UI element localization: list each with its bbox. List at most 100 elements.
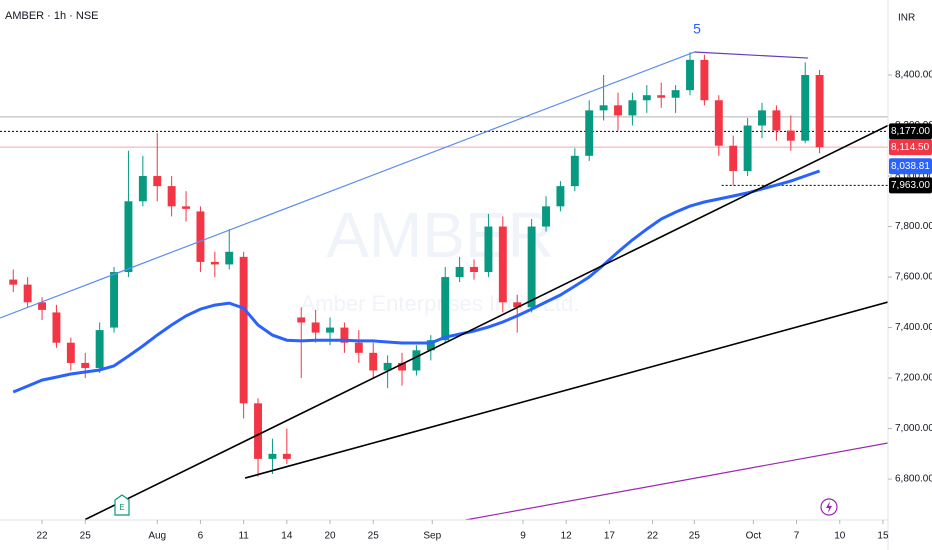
x-tick-label: 6 xyxy=(198,531,204,542)
candle-body xyxy=(124,201,133,272)
candle-body xyxy=(614,105,622,116)
price-label-box xyxy=(889,177,932,194)
y-tick-label: 7,600.00 xyxy=(895,272,932,283)
candle-body xyxy=(484,226,493,272)
candle-body xyxy=(38,302,47,310)
candle-body xyxy=(23,284,32,303)
candle-body xyxy=(297,317,306,323)
candle-body xyxy=(729,145,738,171)
candle-body xyxy=(657,95,666,98)
watermark-subtitle: Amber Enterprises India Ltd. xyxy=(301,291,580,316)
candle-body xyxy=(714,100,723,146)
candle-body xyxy=(556,186,565,207)
x-tick-label: 14 xyxy=(281,531,293,542)
x-tick-label: Sep xyxy=(423,531,441,542)
y-tick-label: 7,000.00 xyxy=(895,423,932,434)
price-label: 8,114.50 xyxy=(891,142,930,153)
candle-body xyxy=(311,322,320,333)
y-tick-label: 8,400.00 xyxy=(895,70,932,81)
candle-body xyxy=(95,330,104,368)
candle-body xyxy=(585,110,594,156)
trendline xyxy=(244,301,888,479)
earnings-icon[interactable]: E xyxy=(114,494,130,516)
candle-body xyxy=(66,342,75,363)
trendline xyxy=(0,51,695,319)
x-tick-label: 12 xyxy=(561,531,573,542)
candle-body xyxy=(671,90,680,98)
candle-body xyxy=(268,453,277,459)
y-tick-label: 7,800.00 xyxy=(895,221,932,232)
y-tick-label: 7,400.00 xyxy=(895,322,932,333)
svg-text:E: E xyxy=(119,503,124,512)
event-icon[interactable] xyxy=(820,498,838,516)
x-tick-label: 22 xyxy=(647,531,659,542)
price-label-box xyxy=(889,139,932,156)
candle-body xyxy=(153,176,162,187)
chart-title: AMBER · 1h · NSE xyxy=(5,10,99,22)
candle-body xyxy=(398,362,406,371)
candle-body xyxy=(369,352,378,371)
x-tick-label: 25 xyxy=(80,531,92,542)
trendline xyxy=(694,51,809,59)
price-label: 8,177.00 xyxy=(891,126,930,137)
x-tick-label: 20 xyxy=(324,531,336,542)
candle-body xyxy=(210,261,219,265)
candle-body xyxy=(513,302,522,308)
y-tick-label: 8,000.00 xyxy=(895,171,932,182)
candle-body xyxy=(354,342,363,353)
candle-body xyxy=(110,271,119,328)
candle-body xyxy=(599,105,608,111)
x-tick-label: Oct xyxy=(746,531,762,542)
price-label-box xyxy=(889,123,932,140)
x-tick-label: 10 xyxy=(834,531,846,542)
x-tick-label: 17 xyxy=(604,531,616,542)
candle-body xyxy=(498,226,507,303)
candle-body xyxy=(570,155,579,187)
price-label: 7,963.00 xyxy=(891,180,930,191)
candle-body xyxy=(52,312,61,343)
candle-body xyxy=(700,59,709,101)
candle-body xyxy=(786,130,795,141)
candle-body xyxy=(470,266,478,272)
currency: INR xyxy=(898,13,915,24)
x-tick-label: 9 xyxy=(520,531,526,542)
x-tick-label: 11 xyxy=(238,531,249,542)
plot xyxy=(0,51,888,520)
candle-body xyxy=(441,277,450,341)
moving-average xyxy=(12,169,821,394)
candle-body xyxy=(426,340,435,351)
candle-body xyxy=(527,226,536,308)
candle-body xyxy=(815,75,824,148)
trendline xyxy=(465,442,888,520)
candle-body xyxy=(167,186,176,207)
candle-body xyxy=(758,110,766,126)
candle-body xyxy=(383,362,392,371)
candle-body xyxy=(642,95,651,101)
candle-body xyxy=(455,266,464,278)
x-tick-label: 25 xyxy=(368,531,380,542)
x-tick-label: 25 xyxy=(689,531,701,542)
candle-body xyxy=(743,125,752,171)
candle-body xyxy=(254,403,262,459)
x-tick-label: 15 xyxy=(877,531,889,542)
candle-body xyxy=(282,453,291,459)
candle-body xyxy=(196,211,205,262)
candle-body xyxy=(772,110,781,131)
x-tick-label: 7 xyxy=(794,531,800,542)
candle-body xyxy=(340,327,349,343)
price-label: 8,038.81 xyxy=(891,161,930,172)
candle-body xyxy=(182,206,190,209)
wave-label: 5 xyxy=(693,21,701,37)
y-tick-label: 6,800.00 xyxy=(895,474,932,485)
candle-body xyxy=(801,75,810,141)
candle-body xyxy=(81,362,90,368)
watermark: AMBER xyxy=(326,199,554,271)
x-tick-label: 22 xyxy=(36,531,48,542)
candle-body xyxy=(138,176,147,202)
candle-body xyxy=(9,279,18,285)
candle-body xyxy=(686,59,694,91)
candle-body xyxy=(239,256,248,404)
candle-body xyxy=(326,327,334,333)
